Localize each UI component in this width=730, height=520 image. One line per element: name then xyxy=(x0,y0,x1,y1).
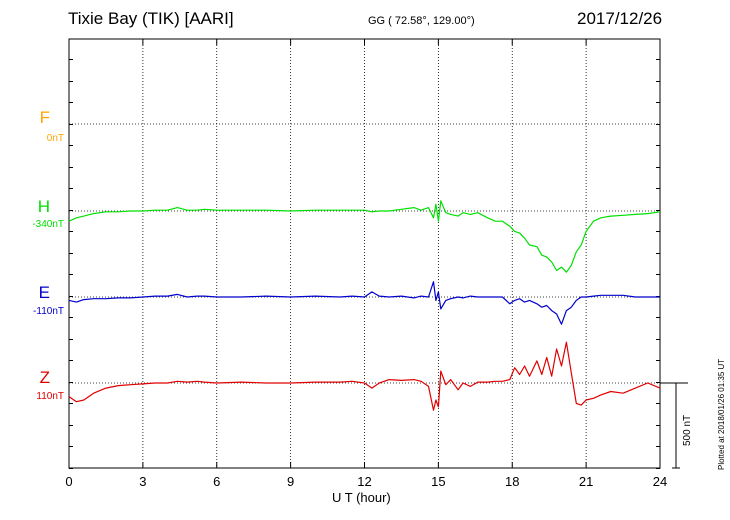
station-coordinates: GG ( 72.58°, 129.00°) xyxy=(368,15,475,27)
component-label-e: E xyxy=(38,283,50,302)
x-tick-label-6: 6 xyxy=(213,474,220,489)
baseline-label-h: -340nT xyxy=(32,219,64,230)
x-axis-label: U T (hour) xyxy=(332,490,391,505)
chart-title: Tixie Bay (TIK) [AARI] xyxy=(68,9,234,28)
scale-bar-label: 500 nT xyxy=(682,414,693,446)
series-line-z xyxy=(68,341,661,411)
x-tick-label-9: 9 xyxy=(287,474,294,489)
plotted-timestamp: Plotted at 2018/01/26 01:35 UT xyxy=(717,358,726,470)
x-tick-label-15: 15 xyxy=(431,474,445,489)
plot-frame xyxy=(68,38,661,469)
chart-date: 2017/12/26 xyxy=(577,9,663,28)
series-line-e xyxy=(68,281,660,325)
x-tick-label-24: 24 xyxy=(653,474,667,489)
component-label-f: F xyxy=(39,108,50,127)
x-tick-label-12: 12 xyxy=(357,474,371,489)
baseline-label-e: -110nT xyxy=(33,306,64,317)
component-label-h: H xyxy=(37,197,50,216)
x-tick-label-18: 18 xyxy=(505,474,519,489)
baseline-label-f: 0nT xyxy=(46,133,64,144)
x-tick-label-21: 21 xyxy=(579,474,593,489)
x-tick-label-0: 0 xyxy=(65,474,72,489)
component-label-z: Z xyxy=(39,368,50,387)
baseline-label-z: 110nT xyxy=(36,391,64,402)
series-line-h xyxy=(68,200,661,273)
x-tick-label-3: 3 xyxy=(139,474,146,489)
